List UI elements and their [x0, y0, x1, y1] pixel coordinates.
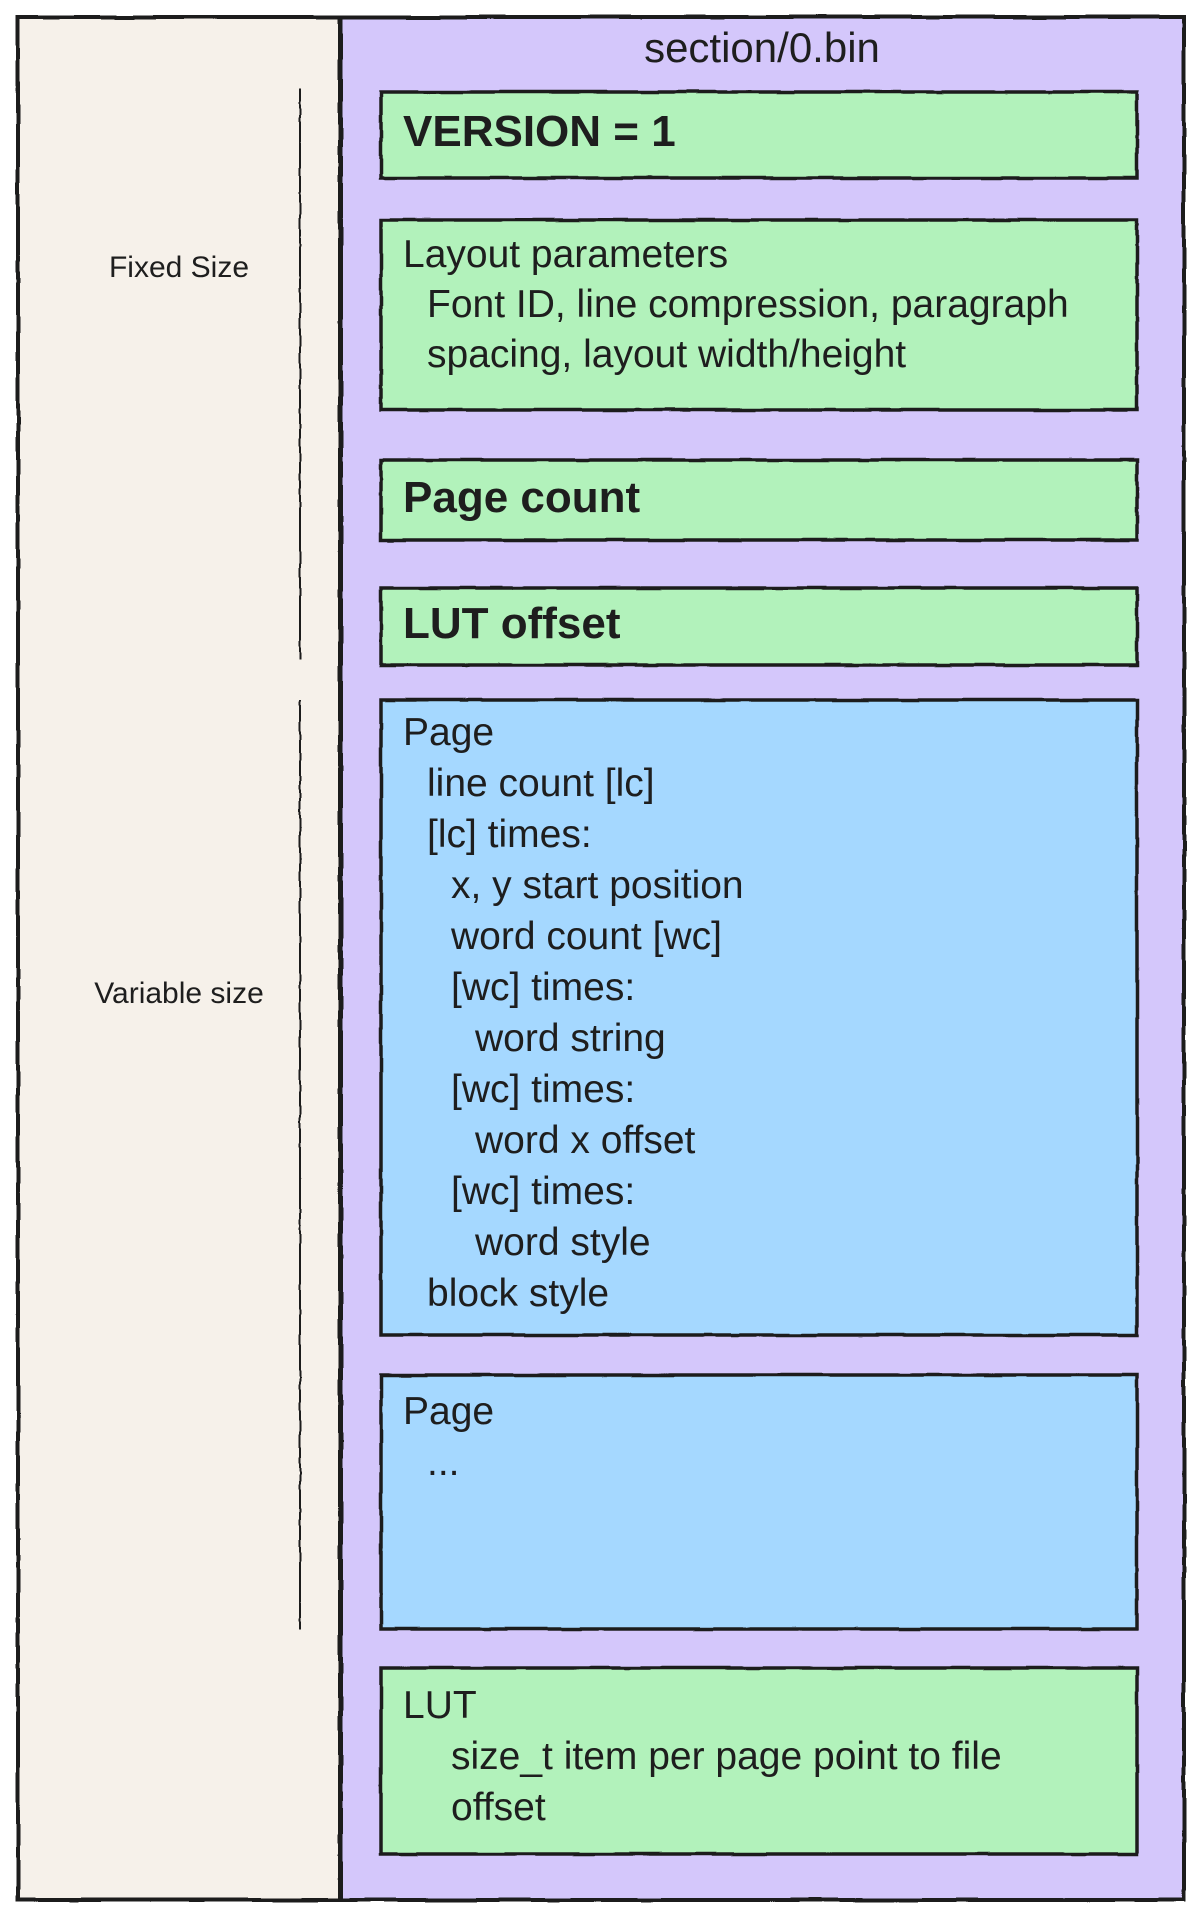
svg-text:size_t item per page point to: size_t item per page point to file [451, 1735, 1002, 1778]
svg-text:Page: Page [403, 711, 494, 754]
svg-text:word count [wc]: word count [wc] [450, 915, 722, 958]
svg-text:Page: Page [403, 1390, 494, 1433]
svg-text:word style: word style [474, 1221, 651, 1264]
svg-text:line count [lc]: line count [lc] [427, 762, 655, 805]
svg-text:spacing, layout width/height: spacing, layout width/height [427, 333, 906, 376]
svg-text:Font ID, line compression, par: Font ID, line compression, paragraph [427, 283, 1069, 326]
svg-text:[wc] times:: [wc] times: [451, 1170, 635, 1213]
svg-text:word string: word string [474, 1017, 666, 1060]
svg-text:Layout parameters: Layout parameters [403, 233, 728, 276]
svg-text:Page count: Page count [403, 473, 640, 522]
svg-text:block style: block style [427, 1272, 609, 1315]
svg-text:[lc] times:: [lc] times: [427, 813, 592, 856]
svg-text:offset: offset [451, 1786, 546, 1829]
svg-text:x, y start position: x, y start position [451, 864, 744, 907]
svg-text:[wc] times:: [wc] times: [451, 966, 635, 1009]
svg-text:Variable size: Variable size [94, 977, 264, 1010]
svg-text:Fixed Size: Fixed Size [109, 251, 249, 284]
svg-text:[wc] times:: [wc] times: [451, 1068, 635, 1111]
svg-text:VERSION = 1: VERSION = 1 [403, 107, 676, 156]
svg-text:word x offset: word x offset [474, 1119, 696, 1162]
svg-text:LUT: LUT [403, 1684, 477, 1727]
svg-text:section/0.bin: section/0.bin [644, 24, 880, 71]
svg-text:...: ... [427, 1441, 460, 1484]
svg-text:LUT offset: LUT offset [403, 599, 621, 648]
